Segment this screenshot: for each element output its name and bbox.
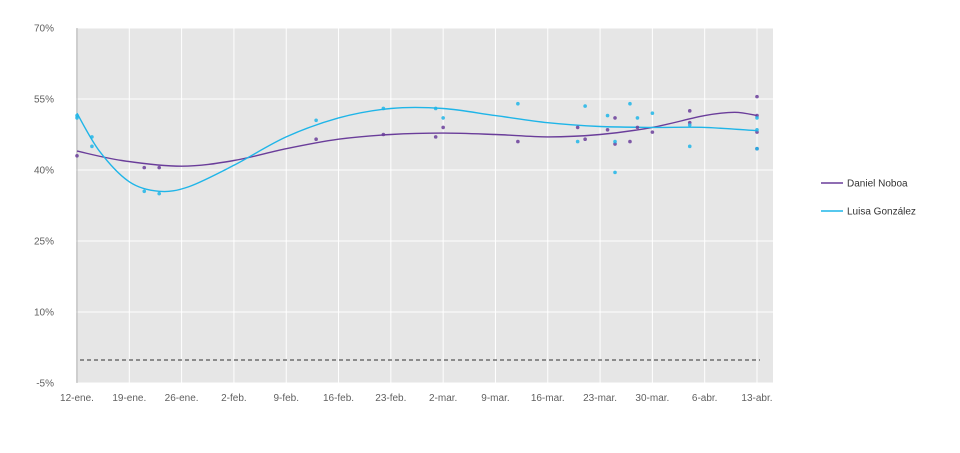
data-point-noboa — [157, 165, 161, 170]
data-point-gonzalez — [381, 106, 386, 111]
data-point-noboa — [314, 137, 318, 142]
x-tick-label: 23-feb. — [375, 393, 406, 404]
data-point-gonzalez — [605, 113, 610, 118]
x-tick-label: 30-mar. — [635, 393, 669, 404]
x-tick-label: 16-mar. — [531, 393, 565, 404]
x-tick-label: 2-feb. — [221, 393, 247, 404]
y-tick-labels: -5% 10% 25% 40% 55% 70% — [34, 24, 54, 390]
data-point-gonzalez — [157, 191, 161, 196]
y-tick-label: 55% — [34, 95, 54, 106]
data-point-gonzalez — [142, 189, 147, 194]
x-tick-label: 2-mar. — [429, 393, 457, 404]
x-tick-label: 19-ene. — [112, 393, 146, 404]
x-tick-label: 16-feb. — [323, 393, 354, 404]
legend-label-gonzalez[interactable]: Luisa González — [847, 207, 916, 218]
x-tick-labels: 12-ene. 19-ene. 26-ene. 2-feb. 9-feb. 16-feb.… — [60, 393, 773, 404]
data-point-gonzalez — [687, 123, 692, 127]
data-point-gonzalez — [635, 116, 640, 120]
trend-lines — [76, 106, 758, 193]
data-point-gonzalez — [441, 116, 445, 120]
data-point-noboa — [755, 94, 759, 99]
data-point-noboa — [381, 132, 386, 137]
grid-lines — [76, 27, 773, 384]
data-points — [75, 94, 759, 196]
x-tick-label: 13-abr. — [741, 393, 772, 404]
data-point-gonzalez — [755, 146, 759, 151]
data-point-gonzalez — [575, 139, 580, 144]
data-point-noboa — [635, 125, 640, 130]
y-tick-label: -5% — [36, 379, 54, 390]
data-point-noboa — [441, 125, 445, 130]
data-point-gonzalez — [75, 116, 79, 120]
data-point-noboa — [650, 130, 655, 134]
data-point-noboa — [628, 139, 632, 144]
data-point-gonzalez — [90, 144, 94, 149]
data-point-noboa — [575, 125, 580, 130]
legend[interactable]: Daniel Noboa Luisa González — [821, 179, 916, 218]
data-point-noboa — [687, 109, 692, 113]
data-point-gonzalez — [613, 170, 617, 175]
data-point-noboa — [433, 135, 438, 139]
y-tick-label: 10% — [34, 308, 54, 319]
data-point-noboa — [142, 165, 147, 170]
y-tick-label: 40% — [34, 166, 54, 177]
x-tick-label: 6-abr. — [692, 393, 718, 404]
trend-line-noboa — [76, 111, 758, 167]
x-tick-label: 26-ene. — [165, 393, 199, 404]
y-tick-label: 25% — [34, 237, 54, 248]
data-point-gonzalez — [628, 101, 632, 106]
data-point-gonzalez — [687, 144, 692, 149]
y-tick-label: 70% — [34, 24, 54, 35]
data-point-noboa — [583, 137, 587, 142]
data-point-gonzalez — [755, 116, 759, 120]
x-tick-label: 9-mar. — [481, 393, 509, 404]
legend-label-noboa[interactable]: Daniel Noboa — [847, 179, 908, 190]
x-tick-label: 23-mar. — [583, 393, 617, 404]
plot-background — [76, 28, 773, 383]
data-point-gonzalez — [613, 139, 617, 144]
x-tick-label: 9-feb. — [273, 393, 299, 404]
data-point-gonzalez — [314, 118, 318, 123]
data-point-gonzalez — [650, 111, 655, 115]
data-point-gonzalez — [755, 127, 759, 132]
data-point-gonzalez — [583, 104, 587, 108]
data-point-gonzalez — [516, 101, 520, 106]
x-tick-label: 12-ene. — [60, 393, 94, 404]
data-point-gonzalez — [433, 106, 438, 111]
data-point-noboa — [613, 116, 617, 120]
data-point-gonzalez — [90, 135, 94, 139]
data-point-noboa — [605, 127, 610, 132]
trend-line-gonzalez — [76, 106, 758, 193]
data-point-noboa — [75, 154, 79, 158]
data-point-noboa — [516, 139, 520, 144]
